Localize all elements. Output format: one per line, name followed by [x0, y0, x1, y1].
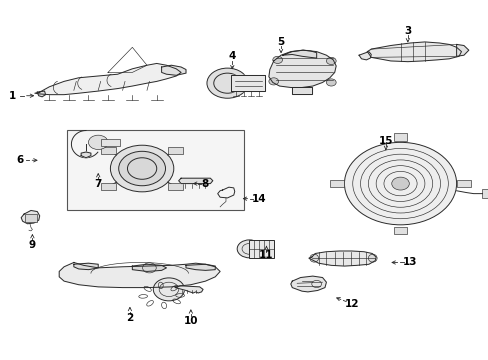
- Bar: [249, 239, 273, 258]
- Polygon shape: [308, 251, 375, 266]
- Circle shape: [153, 278, 184, 301]
- Circle shape: [220, 188, 232, 197]
- Polygon shape: [175, 286, 203, 293]
- Polygon shape: [161, 65, 185, 75]
- Circle shape: [206, 68, 247, 98]
- Circle shape: [237, 240, 261, 258]
- Polygon shape: [132, 264, 166, 271]
- Text: 6: 6: [17, 155, 24, 165]
- Text: 8: 8: [202, 179, 209, 189]
- Circle shape: [326, 57, 335, 64]
- Text: 9: 9: [29, 239, 36, 249]
- Polygon shape: [217, 187, 234, 198]
- Polygon shape: [21, 211, 40, 224]
- Polygon shape: [59, 262, 220, 288]
- Polygon shape: [35, 63, 181, 95]
- Circle shape: [119, 151, 165, 186]
- Polygon shape: [456, 44, 468, 56]
- Bar: [168, 183, 183, 190]
- Bar: [456, 180, 470, 187]
- Polygon shape: [268, 50, 335, 87]
- Circle shape: [110, 145, 173, 192]
- Bar: [393, 226, 407, 234]
- Text: 15: 15: [378, 136, 392, 145]
- Circle shape: [88, 135, 108, 149]
- Text: 1: 1: [9, 91, 17, 101]
- Text: 12: 12: [344, 299, 358, 309]
- Ellipse shape: [309, 254, 318, 262]
- Bar: [330, 180, 343, 187]
- Bar: [101, 139, 120, 146]
- Ellipse shape: [367, 254, 376, 262]
- Polygon shape: [282, 50, 316, 58]
- Circle shape: [326, 79, 335, 86]
- Polygon shape: [230, 75, 264, 91]
- Polygon shape: [366, 42, 461, 62]
- Bar: [66, 130, 244, 211]
- Text: 5: 5: [277, 37, 284, 47]
- Bar: [101, 183, 116, 190]
- Circle shape: [272, 56, 282, 63]
- Text: 2: 2: [126, 313, 133, 323]
- Polygon shape: [81, 152, 91, 158]
- Bar: [101, 147, 116, 154]
- Text: 3: 3: [404, 26, 410, 36]
- Circle shape: [391, 177, 408, 190]
- Polygon shape: [37, 91, 45, 97]
- Bar: [168, 147, 183, 154]
- Text: 13: 13: [402, 257, 417, 267]
- Bar: [393, 134, 407, 140]
- Polygon shape: [292, 87, 311, 94]
- Polygon shape: [290, 276, 326, 292]
- Circle shape: [268, 78, 278, 85]
- Text: 10: 10: [183, 316, 198, 325]
- Text: 7: 7: [94, 179, 102, 189]
- Text: 14: 14: [251, 194, 266, 204]
- Polygon shape: [358, 51, 370, 60]
- Circle shape: [344, 142, 456, 225]
- Polygon shape: [74, 263, 98, 270]
- Text: 11: 11: [259, 250, 273, 260]
- Bar: [25, 215, 37, 222]
- Polygon shape: [178, 178, 212, 184]
- Text: 4: 4: [228, 51, 236, 61]
- Bar: [482, 189, 488, 198]
- Polygon shape: [185, 264, 215, 270]
